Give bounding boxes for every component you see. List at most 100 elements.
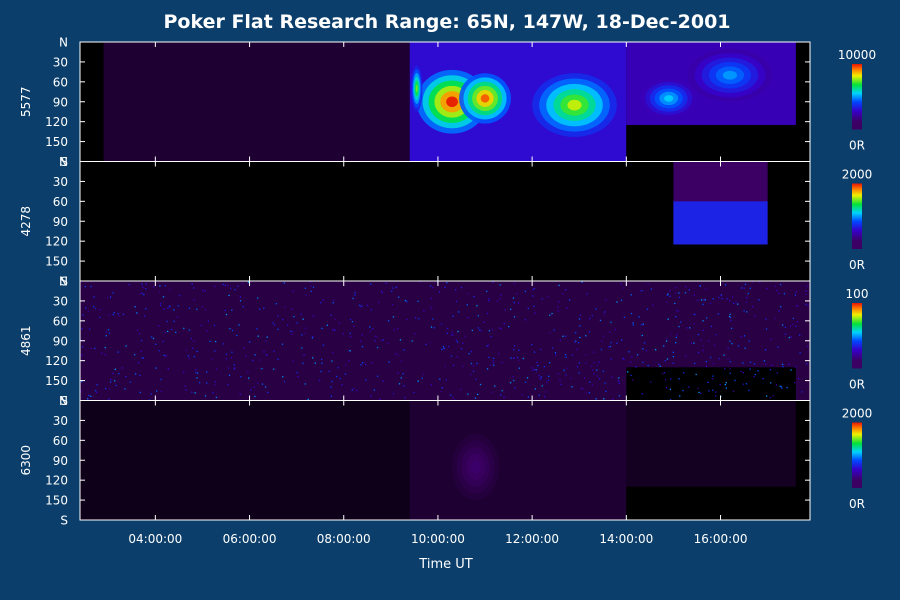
noise-pixel [729,313,731,316]
noise-pixel [163,308,165,310]
noise-pixel [173,309,175,311]
noise-pixel [558,284,560,287]
y-tick-label: 120 [45,235,68,249]
noise-pixel [566,307,568,309]
noise-pixel [705,288,707,290]
noise-pixel [265,340,267,342]
noise-pixel [261,383,264,385]
noise-pixel [535,371,538,373]
noise-pixel [470,373,472,376]
noise-pixel [480,330,482,332]
noise-pixel [233,364,235,366]
noise-pixel [382,380,384,382]
noise-pixel [620,299,623,301]
noise-pixel [558,301,560,303]
noise-pixel [578,362,581,364]
noise-pixel [168,288,171,291]
noise-pixel [376,375,379,377]
noise-pixel [483,321,485,323]
panel-6300: N 30 60 90 120 150 S 6300 2000 0R [19,394,872,528]
noise-pixel [610,358,612,360]
noise-pixel [778,310,780,312]
noise-pixel [620,283,622,285]
noise-pixel [743,335,746,337]
noise-pixel [555,354,557,356]
noise-pixel [361,305,363,307]
noise-pixel [725,381,727,384]
noise-pixel [730,327,733,330]
noise-pixel [472,370,475,373]
noise-pixel [477,314,479,317]
noise-pixel [273,324,276,326]
noise-pixel [533,305,535,308]
noise-pixel [183,327,185,330]
noise-pixel [320,370,322,373]
noise-pixel [608,346,610,348]
noise-pixel [391,290,393,292]
noise-pixel [632,379,634,381]
noise-pixel [196,372,199,374]
noise-pixel [782,366,784,368]
noise-pixel [491,328,494,331]
noise-pixel [81,380,83,383]
noise-pixel [80,391,82,393]
noise-pixel [391,303,394,306]
noise-pixel [591,314,593,317]
noise-pixel [535,368,537,371]
noise-pixel [304,383,306,385]
noise-pixel [314,362,316,364]
noise-pixel [375,336,378,338]
noise-pixel [718,296,720,299]
noise-pixel [230,357,232,359]
noise-pixel [239,296,242,298]
noise-pixel [336,375,338,378]
y-tick-label: N [59,155,68,169]
noise-pixel [443,347,445,349]
y-tick-label: S [60,514,68,528]
noise-pixel [658,363,660,366]
noise-pixel [185,389,187,391]
noise-pixel [152,337,155,340]
noise-pixel [238,324,240,326]
noise-pixel [145,287,147,290]
noise-pixel [551,347,554,349]
noise-pixel [565,374,567,376]
noise-pixel [527,307,529,310]
noise-pixel [403,385,405,387]
noise-pixel [805,303,807,306]
noise-pixel [205,309,207,311]
noise-pixel [503,322,505,325]
noise-pixel [675,334,678,336]
noise-pixel [702,320,704,322]
noise-pixel [155,343,157,345]
noise-pixel [464,335,466,337]
noise-pixel [682,389,684,392]
noise-pixel [114,380,116,382]
noise-pixel [243,347,245,349]
noise-pixel [806,285,808,287]
noise-pixel [395,286,397,288]
noise-pixel [724,284,727,286]
noise-pixel [603,313,605,315]
noise-pixel [167,368,169,370]
noise-pixel [688,386,690,388]
panel-image [80,281,810,401]
noise-pixel [703,299,705,301]
noise-pixel [273,368,275,370]
noise-pixel [678,325,680,328]
noise-pixel [231,329,234,332]
noise-pixel [136,329,139,331]
emission-feature [415,84,418,93]
y-tick-label: S [60,394,68,408]
chart-title: Poker Flat Research Range: 65N, 147W, 18… [163,11,730,33]
noise-pixel [303,354,305,356]
noise-pixel [486,290,488,293]
noise-pixel [582,387,584,390]
noise-pixel [611,398,614,401]
noise-pixel [373,389,375,391]
noise-pixel [354,294,356,296]
noise-pixel [429,341,431,343]
noise-pixel [765,395,768,397]
noise-pixel [460,286,463,289]
noise-pixel [328,370,330,373]
